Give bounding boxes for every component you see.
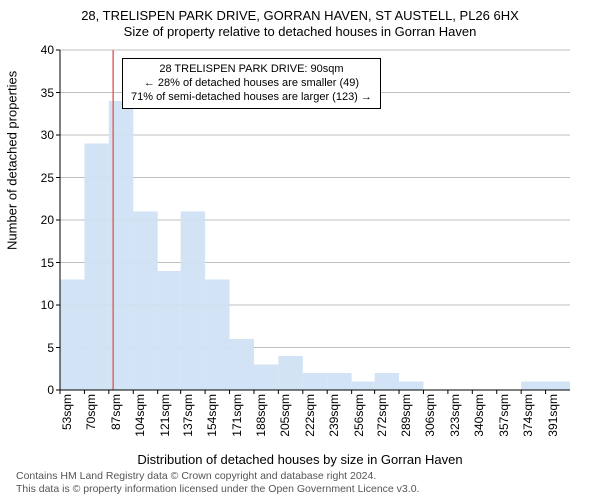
y-tick-marks — [56, 50, 60, 390]
y-tick-label: 30 — [41, 128, 54, 142]
x-tick-label: 171sqm — [230, 394, 244, 454]
x-tick-label: 239sqm — [327, 394, 341, 454]
plot-area: 0510152025303540 53sqm70sqm87sqm104sqm12… — [60, 50, 570, 390]
bar — [133, 212, 157, 391]
x-tick-label: 306sqm — [423, 394, 437, 454]
annotation-line-1: 28 TRELISPEN PARK DRIVE: 90sqm — [131, 63, 372, 77]
x-tick-label: 121sqm — [158, 394, 172, 454]
bar — [303, 373, 327, 390]
x-tick-label: 154sqm — [205, 394, 219, 454]
y-tick-label: 15 — [41, 256, 54, 270]
y-tick-label: 10 — [41, 298, 54, 312]
annotation-line-3: 71% of semi-detached houses are larger (… — [131, 91, 372, 105]
bar — [84, 144, 108, 391]
x-tick-label: 289sqm — [399, 394, 413, 454]
footer-line-1: Contains HM Land Registry data © Crown c… — [16, 470, 419, 483]
bar — [205, 280, 229, 391]
bar — [60, 280, 84, 391]
x-tick-label: 272sqm — [375, 394, 389, 454]
title-block: 28, TRELISPEN PARK DRIVE, GORRAN HAVEN, … — [0, 8, 600, 41]
bar — [278, 356, 302, 390]
x-tick-label: 188sqm — [254, 394, 268, 454]
annotation-box: 28 TRELISPEN PARK DRIVE: 90sqm ← 28% of … — [122, 58, 381, 109]
bar — [158, 271, 181, 390]
x-tick-label: 323sqm — [448, 394, 462, 454]
x-axis-label: Distribution of detached houses by size … — [0, 452, 600, 467]
y-tick-label: 5 — [47, 341, 54, 355]
x-tick-label: 205sqm — [278, 394, 292, 454]
x-tick-label: 222sqm — [303, 394, 317, 454]
x-tick-label: 357sqm — [497, 394, 511, 454]
x-tick-label: 104sqm — [133, 394, 147, 454]
x-tick-label: 374sqm — [521, 394, 535, 454]
x-tick-label: 340sqm — [472, 394, 486, 454]
bar — [327, 373, 351, 390]
attribution-footer: Contains HM Land Registry data © Crown c… — [16, 470, 419, 496]
x-tick-label: 137sqm — [181, 394, 195, 454]
footer-line-2: This data is © property information lice… — [16, 483, 419, 496]
x-tick-label: 70sqm — [84, 394, 98, 454]
figure: 28, TRELISPEN PARK DRIVE, GORRAN HAVEN, … — [0, 0, 600, 500]
bar — [546, 382, 570, 391]
bar — [230, 339, 254, 390]
bar — [352, 382, 375, 391]
y-tick-label: 20 — [41, 213, 54, 227]
y-axis-label: Number of detached properties — [5, 71, 20, 250]
title-line-2: Size of property relative to detached ho… — [0, 24, 600, 40]
y-tick-label: 25 — [41, 171, 54, 185]
bar — [521, 382, 545, 391]
bar — [254, 365, 278, 391]
bars-group — [60, 101, 570, 390]
title-line-1: 28, TRELISPEN PARK DRIVE, GORRAN HAVEN, … — [0, 8, 600, 24]
x-tick-label: 256sqm — [352, 394, 366, 454]
y-tick-label: 40 — [41, 43, 54, 57]
bar — [375, 373, 399, 390]
bar — [399, 382, 423, 391]
y-tick-label: 0 — [47, 383, 54, 397]
bar — [181, 212, 205, 391]
x-tick-label: 53sqm — [60, 394, 74, 454]
y-tick-label: 35 — [41, 86, 54, 100]
x-tick-label: 391sqm — [546, 394, 560, 454]
annotation-line-2: ← 28% of detached houses are smaller (49… — [131, 77, 372, 91]
x-tick-label: 87sqm — [109, 394, 123, 454]
